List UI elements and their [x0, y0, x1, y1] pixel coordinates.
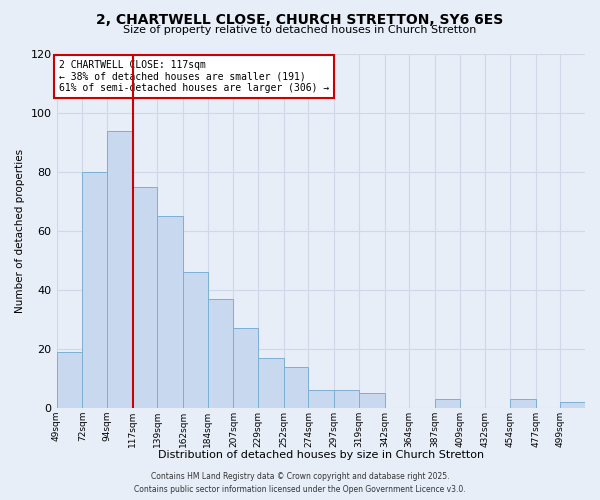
Bar [258, 358, 284, 408]
Y-axis label: Number of detached properties: Number of detached properties [15, 149, 25, 313]
Bar [107, 130, 133, 408]
Bar [510, 399, 536, 408]
Text: 2 CHARTWELL CLOSE: 117sqm
← 38% of detached houses are smaller (191)
61% of semi: 2 CHARTWELL CLOSE: 117sqm ← 38% of detac… [59, 60, 329, 93]
Text: 2, CHARTWELL CLOSE, CHURCH STRETTON, SY6 6ES: 2, CHARTWELL CLOSE, CHURCH STRETTON, SY6… [97, 12, 503, 26]
Bar [157, 216, 183, 408]
Bar [133, 187, 157, 408]
Bar [233, 328, 258, 408]
Bar [82, 172, 107, 408]
Bar [56, 352, 82, 408]
X-axis label: Distribution of detached houses by size in Church Stretton: Distribution of detached houses by size … [158, 450, 484, 460]
Text: Contains HM Land Registry data © Crown copyright and database right 2025.
Contai: Contains HM Land Registry data © Crown c… [134, 472, 466, 494]
Bar [334, 390, 359, 408]
Bar [560, 402, 585, 408]
Bar [308, 390, 334, 408]
Bar [183, 272, 208, 408]
Bar [435, 399, 460, 408]
Text: Size of property relative to detached houses in Church Stretton: Size of property relative to detached ho… [124, 25, 476, 35]
Bar [284, 367, 308, 408]
Bar [208, 299, 233, 408]
Bar [359, 394, 385, 408]
